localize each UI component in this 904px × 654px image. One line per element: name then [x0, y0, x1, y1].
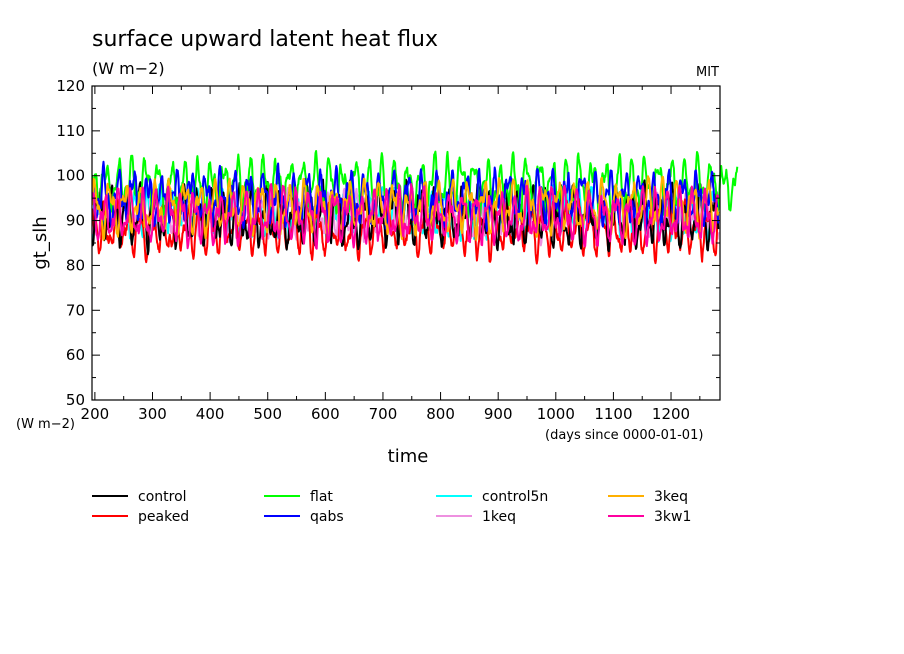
chart-title: surface upward latent heat flux: [92, 27, 438, 52]
series-line-3kw1: [92, 183, 720, 250]
series-line-3keq: [92, 175, 720, 241]
series-layer: [92, 150, 739, 265]
x-tick-label: 1100: [594, 405, 632, 423]
x-tick-label: 1000: [537, 405, 575, 423]
legend-label-1keq: 1keq: [482, 509, 516, 525]
y-tick-label: 120: [56, 77, 85, 95]
x-tick-label: 600: [311, 405, 340, 423]
x-axis-label: time: [388, 446, 429, 467]
y-tick-label: 100: [56, 167, 85, 185]
y-axis-label: gt_slh: [30, 216, 51, 269]
y-tick-label: 90: [66, 212, 85, 230]
legend-label-control5n: control5n: [482, 489, 548, 505]
x-axis-unit: (days since 0000-01-01): [545, 428, 703, 443]
source-label: MIT: [696, 65, 719, 80]
x-tick-label: 800: [426, 405, 455, 423]
legend-label-control: control: [138, 489, 187, 505]
x-tick-label: 500: [253, 405, 282, 423]
x-tick-label: 900: [484, 405, 513, 423]
x-tick-label: 300: [138, 405, 167, 423]
y-axis-unit: (W m−2): [16, 417, 75, 432]
x-tick-label: 1200: [652, 405, 690, 423]
y-tick-label: 60: [66, 346, 85, 364]
legend-label-3kw1: 3kw1: [654, 509, 691, 525]
y-tick-label: 70: [66, 301, 85, 319]
x-tick-label: 200: [81, 405, 110, 423]
legend-label-peaked: peaked: [138, 509, 189, 525]
legend-label-flat: flat: [310, 489, 333, 505]
y-tick-label: 80: [66, 256, 85, 274]
x-tick-label: 700: [369, 405, 398, 423]
chart-subtitle: (W m−2): [92, 59, 165, 78]
legend-label-qabs: qabs: [310, 509, 344, 525]
y-tick-label: 50: [66, 391, 85, 409]
x-tick-label: 400: [196, 405, 225, 423]
y-tick-label: 110: [56, 122, 85, 140]
legend: control peaked flat qabs control5n 1keq 3keq 3k…: [92, 489, 691, 525]
legend-label-3keq: 3keq: [654, 489, 688, 505]
ticks-layer: 200 300 400 500 600 700 800 900 1000 1100 1200 50 60…: [56, 77, 720, 423]
